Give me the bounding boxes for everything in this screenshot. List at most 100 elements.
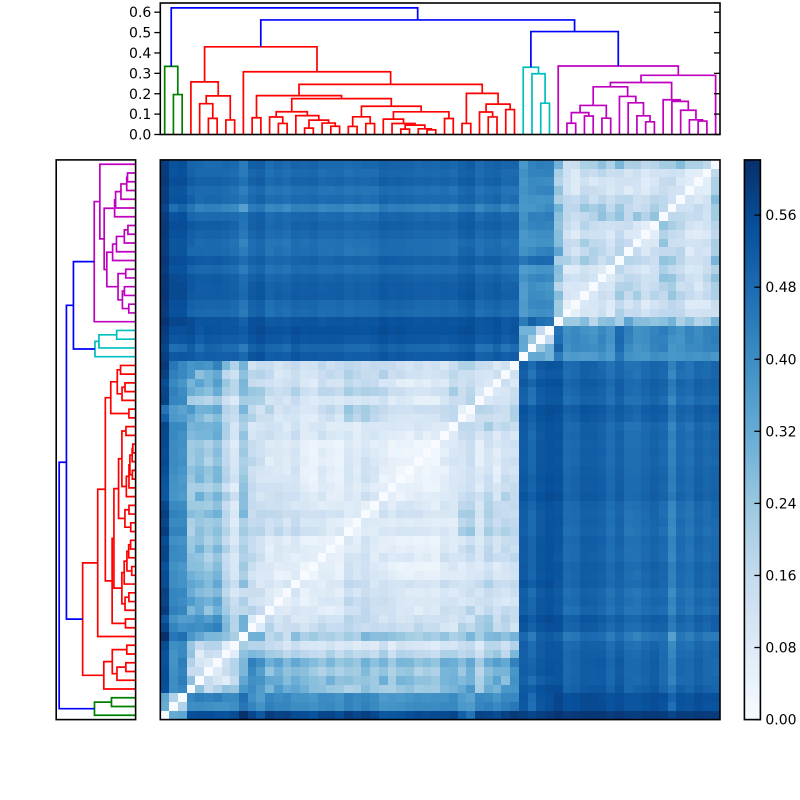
heatmap-cell [283,545,291,553]
heatmap-cell [545,291,554,300]
heatmap-cell [423,169,431,177]
heatmap-cell [178,632,187,641]
heatmap-cell [466,615,475,623]
heatmap-cell [344,326,353,335]
heatmap-cell [300,204,309,212]
heatmap-cell [204,387,213,396]
heatmap-cell [396,693,405,702]
heatmap-cell [466,492,475,501]
heatmap-cell [694,510,703,518]
heatmap-cell [379,317,388,326]
heatmap-cell [563,160,571,169]
heatmap-cell [169,553,178,562]
heatmap-cell [711,370,720,379]
heatmap-cell [204,177,213,186]
heatmap-cell [633,230,641,239]
heatmap-cell [694,352,703,361]
heatmap-cell [510,440,519,448]
heatmap-cell [528,597,536,606]
heatmap-cell [694,483,703,492]
heatmap-cell [624,562,633,571]
heatmap-cell [580,431,589,440]
heatmap-cell [431,623,440,632]
heatmap-cell [501,492,510,501]
heatmap-cell [510,274,519,282]
heatmap-cell [239,265,248,274]
heatmap-cell [423,588,431,597]
heatmap-cell [685,597,694,606]
heatmap-cell [370,667,379,676]
heatmap-cell [633,492,641,501]
heatmap-cell [265,588,274,597]
heatmap-cell [265,615,274,623]
heatmap-cell [178,562,187,571]
heatmap-cell [501,440,510,448]
heatmap-cell [563,658,571,667]
heatmap-cell [160,396,169,405]
heatmap-cell [440,440,449,448]
heatmap-cell [449,335,458,344]
heatmap-cell [265,440,274,448]
heatmap-cell [633,545,641,553]
heatmap-cell [379,527,388,536]
heatmap-cell [405,361,414,370]
heatmap-cell [554,510,563,518]
heatmap-cell [650,274,659,282]
heatmap-cell [388,317,396,326]
heatmap-cell [624,282,633,291]
heatmap-cell [213,536,222,545]
heatmap-cell [466,588,475,597]
heatmap-cell [659,282,668,291]
heatmap-cell [405,667,414,676]
heatmap-cell [318,282,326,291]
heatmap-cell [615,204,624,212]
heatmap-cell [484,448,493,457]
heatmap-cell [703,457,711,466]
heatmap-cell [475,545,484,553]
heatmap-cell [353,667,361,676]
heatmap-cell [475,344,484,352]
heatmap-cell [615,370,624,379]
heatmap-cell [388,256,396,265]
heatmap-cell [283,597,291,606]
heatmap-cell [204,335,213,344]
heatmap-cell [396,501,405,510]
heatmap-cell [178,518,187,527]
heatmap-cell [484,658,493,667]
heatmap-cell [571,212,580,221]
heatmap-cell [650,317,659,326]
heatmap-cell [668,527,676,536]
heatmap-cell [405,265,414,274]
heatmap-cell [545,239,554,247]
heatmap-cell [676,545,685,553]
heatmap-cell [633,387,641,396]
heatmap-cell [222,562,230,571]
heatmap-cell [449,483,458,492]
heatmap-cell [580,221,589,230]
heatmap-cell [466,335,475,344]
top-dendrogram-link [203,45,318,82]
heatmap-cell [222,536,230,545]
heatmap-cell [326,204,335,212]
heatmap-cell [510,553,519,562]
heatmap-cell [536,693,545,702]
heatmap-cell [650,212,659,221]
heatmap-cell [431,562,440,571]
heatmap-cell [580,518,589,527]
heatmap-cell [711,247,720,256]
heatmap-cell [484,186,493,195]
heatmap-cell [169,230,178,239]
heatmap-cell [405,405,414,414]
heatmap-cell [703,536,711,545]
heatmap-cell [694,545,703,553]
heatmap-cell [571,641,580,650]
heatmap-cell [519,422,528,431]
heatmap-cell [668,448,676,457]
left-dendrogram-link [121,430,127,488]
heatmap-cell [484,606,493,615]
heatmap-cell [528,326,536,335]
heatmap-cell [318,483,326,492]
heatmap-cell [388,300,396,309]
heatmap-cell [178,483,187,492]
colorbar-tick-label: 0.48 [765,280,796,296]
